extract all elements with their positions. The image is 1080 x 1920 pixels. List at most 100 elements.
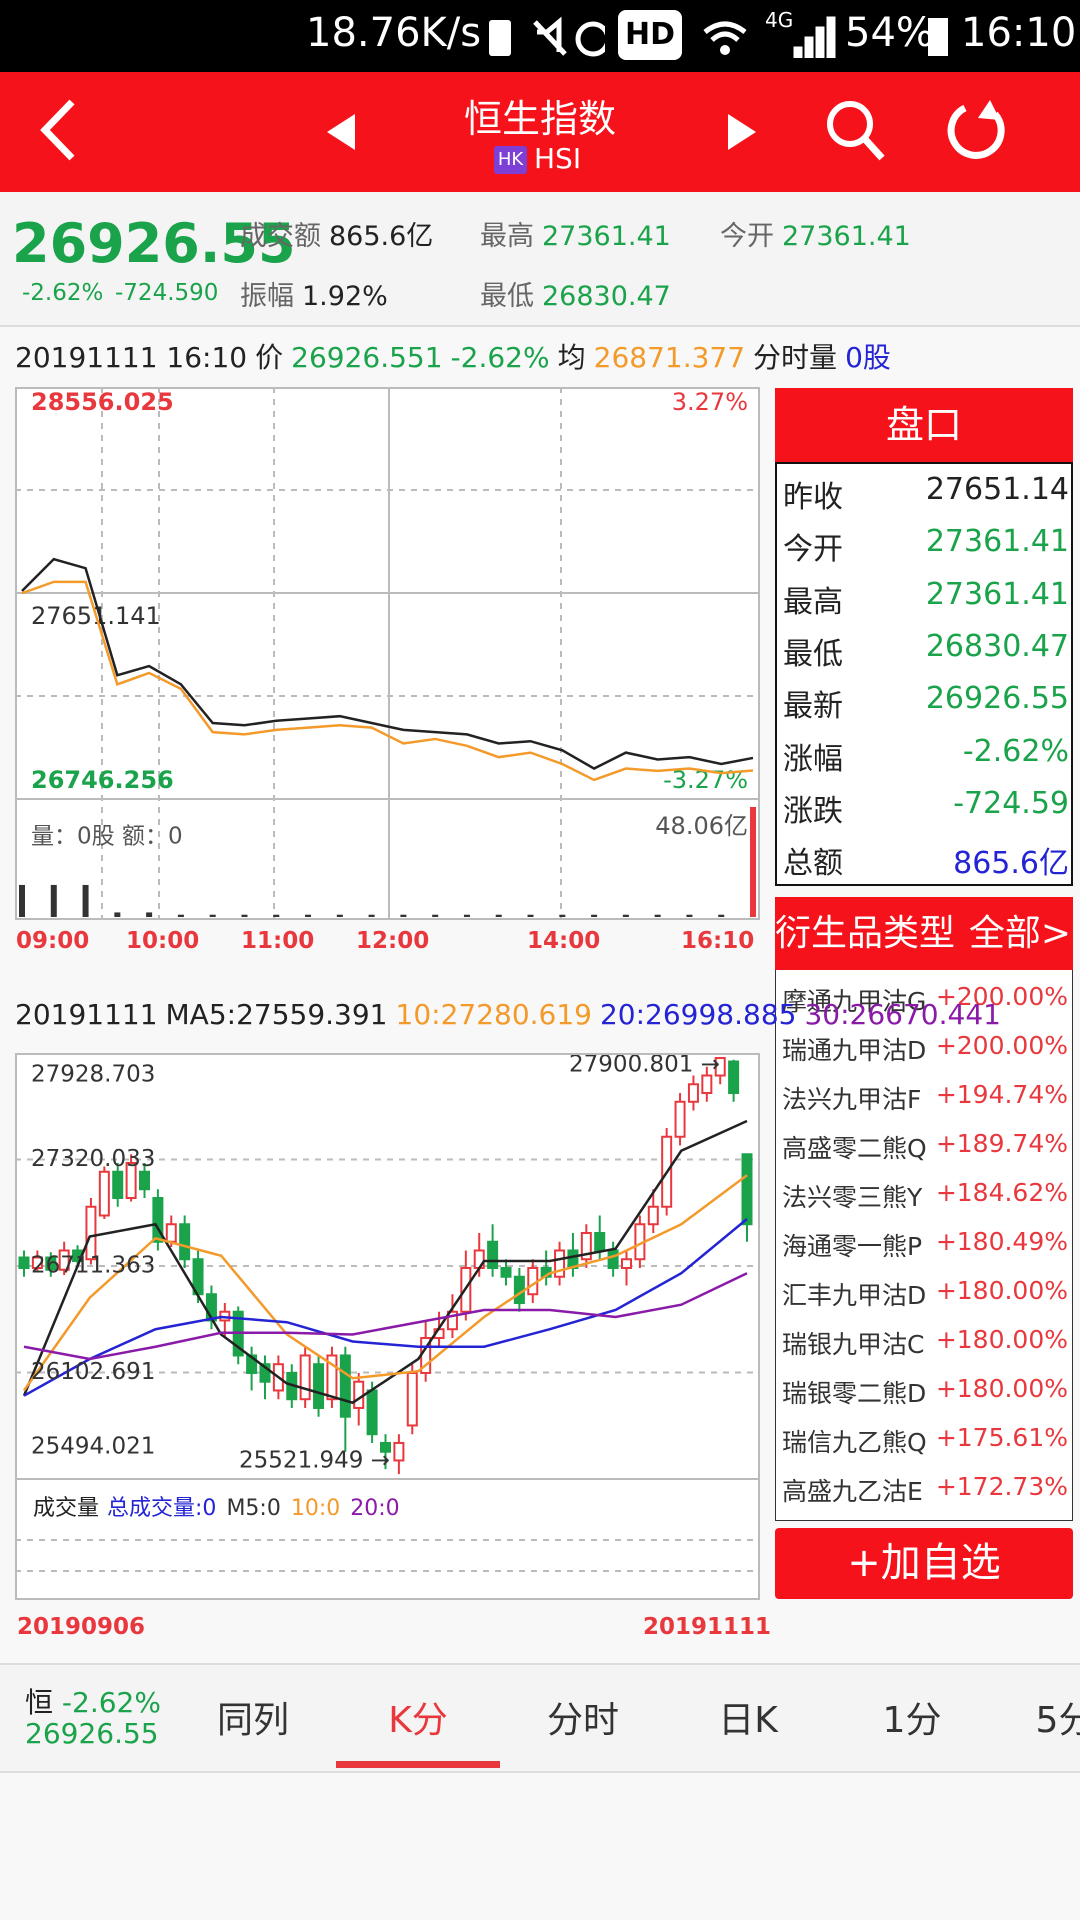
row-value: 26830.47 xyxy=(925,628,1069,664)
row-label: 今开 xyxy=(783,532,843,568)
candle-body xyxy=(714,1057,726,1077)
derivative-change: +175.61% xyxy=(935,1423,1068,1452)
price-line xyxy=(21,580,754,782)
tab[interactable]: 同列 xyxy=(216,1700,289,1741)
candle-body xyxy=(366,1389,378,1436)
candle-body xyxy=(554,1249,566,1278)
candle-body xyxy=(594,1231,606,1252)
derivative-name: 高盛零二熊Q xyxy=(782,1134,927,1163)
x-tick-label: 11:00 xyxy=(241,928,315,954)
candle-body xyxy=(125,1162,137,1199)
summary-label: 恒 xyxy=(25,1686,54,1719)
derivative-name: 汇丰九甲沽D xyxy=(782,1281,927,1310)
volume-bar xyxy=(622,914,629,917)
y-tick-label: 27928.703 xyxy=(31,1062,155,1088)
refresh-button[interactable] xyxy=(947,100,1005,159)
candle-body xyxy=(112,1170,124,1199)
search-button[interactable] xyxy=(827,101,885,161)
candle-body xyxy=(165,1223,177,1243)
candle-body xyxy=(339,1354,351,1418)
row-label: 昨收 xyxy=(783,480,843,515)
change: -724.590 xyxy=(115,280,219,306)
order-panel: 昨收 27651.14 今开 27361.41 最高 27361.41 最低 26830.47… xyxy=(775,462,1073,886)
derivative-name: 法兴九甲沽F xyxy=(782,1085,922,1114)
row-label: 涨幅 xyxy=(783,741,843,777)
derivatives-filter[interactable]: 全部> xyxy=(968,913,1071,954)
derivative-change: +172.73% xyxy=(935,1472,1068,1501)
net-speed: 18.76K/s xyxy=(306,10,482,56)
avg: 26871.377 xyxy=(593,341,746,374)
stat-label: 最低 xyxy=(480,281,534,312)
add-watchlist-button[interactable]: +加自选 xyxy=(775,1528,1073,1599)
tab[interactable]: 日K xyxy=(718,1700,778,1741)
stat-value: 865.6亿 xyxy=(329,221,434,252)
status-icons xyxy=(489,16,605,57)
stat: 成交额 865.6亿 xyxy=(240,214,433,253)
volume-bar xyxy=(209,914,216,917)
code: HSI xyxy=(534,142,582,175)
hd-badge: HD xyxy=(618,10,682,60)
prev-button[interactable] xyxy=(327,114,355,150)
end-date: 20191111 xyxy=(643,1614,772,1640)
x-tick-label: 12:00 xyxy=(356,928,430,954)
summary: 恒 -2.62% xyxy=(25,1681,161,1721)
stat-label: 最高 xyxy=(480,221,534,252)
ma-line xyxy=(23,1272,748,1361)
ma-line xyxy=(22,1119,748,1405)
next-button[interactable] xyxy=(728,114,756,150)
volume-bar xyxy=(19,884,25,917)
candle-body xyxy=(45,1256,57,1271)
summary-pct: -2.62% xyxy=(61,1686,161,1719)
vol-label: 分时量 xyxy=(753,341,838,374)
derivatives-header[interactable]: 衍生品类型 全部> xyxy=(775,897,1073,970)
row-label: 总额 xyxy=(783,846,843,882)
stat: 最低 26830.47 xyxy=(480,274,671,313)
candle-body xyxy=(152,1196,164,1243)
candle-body xyxy=(380,1441,391,1453)
derivative-change: +180.00% xyxy=(935,1374,1068,1403)
tab[interactable]: 5分 xyxy=(1035,1700,1080,1741)
volume-bar xyxy=(114,912,121,917)
row-label: 涨跌 xyxy=(783,793,843,829)
candle-body xyxy=(741,1153,753,1226)
volume-item: M5:0 xyxy=(226,1496,281,1521)
candle-body xyxy=(393,1441,405,1462)
back-button[interactable] xyxy=(40,99,75,161)
x-tick-label: 16:10 xyxy=(681,928,755,954)
header-icons xyxy=(40,99,1005,161)
stat: 最高 27361.41 xyxy=(480,214,671,253)
candle-body xyxy=(446,1310,458,1331)
row-value: 26926.55 xyxy=(925,681,1069,717)
derivative-change: +189.74% xyxy=(935,1129,1068,1158)
tab[interactable]: 1分 xyxy=(882,1700,942,1741)
row-label: 最新 xyxy=(783,689,843,725)
candle-body xyxy=(353,1380,365,1409)
derivative-name: 法兴零三熊Y xyxy=(782,1183,923,1212)
annotation: 25521.949 → xyxy=(239,1448,390,1474)
avg-label: 均 xyxy=(557,341,586,374)
candle-body xyxy=(701,1074,713,1095)
row-value: 27651.14 xyxy=(925,472,1069,507)
stat-value: 27361.41 xyxy=(782,221,911,252)
candle-body xyxy=(406,1371,418,1427)
chart-border xyxy=(15,387,760,920)
candle-body xyxy=(58,1249,70,1271)
row-value: 27361.41 xyxy=(925,576,1069,612)
tab[interactable]: K分 xyxy=(388,1700,448,1741)
network-type: 4G xyxy=(765,8,794,32)
stat-label: 今开 xyxy=(720,221,774,252)
volume-label: 量：0股 额：0 xyxy=(31,824,183,850)
volume-tick-label: 48.06亿 xyxy=(655,812,748,840)
candle-body xyxy=(313,1363,325,1409)
intraday-chart: 28556.02527651.14126746.2563.27%-3.27%48… xyxy=(15,387,760,920)
tab[interactable]: 分时 xyxy=(546,1700,619,1741)
battery-icon xyxy=(928,18,948,56)
candle-body xyxy=(500,1266,512,1278)
volume-bar xyxy=(495,914,502,917)
candle-body xyxy=(674,1100,686,1138)
row-label: 最高 xyxy=(783,584,843,620)
stat-label: 振幅 xyxy=(240,281,294,312)
kline-info: 20191111 MA5:27559.391 10:27280.619 20:2699… xyxy=(15,998,1009,1031)
x-tick-label: 10:00 xyxy=(126,928,200,954)
vol: 0股 xyxy=(845,341,891,374)
